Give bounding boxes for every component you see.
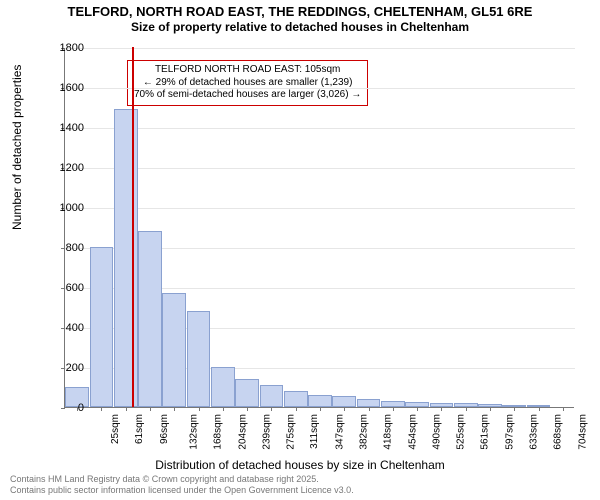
xtick-mark	[393, 407, 394, 411]
xtick-mark	[466, 407, 467, 411]
xtick-mark	[344, 407, 345, 411]
plot-region: TELFORD NORTH ROAD EAST: 105sqm ← 29% of…	[64, 48, 574, 408]
xtick-mark	[223, 407, 224, 411]
x-axis-label: Distribution of detached houses by size …	[0, 458, 600, 472]
xtick-mark	[247, 407, 248, 411]
bar	[357, 399, 381, 407]
xtick-mark	[199, 407, 200, 411]
ytick-label: 1200	[44, 162, 84, 174]
bar	[138, 231, 162, 407]
xtick-label: 275sqm	[286, 414, 297, 450]
annotation-line3: 70% of semi-detached houses are larger (…	[134, 89, 361, 102]
chart-subtitle: Size of property relative to detached ho…	[0, 20, 600, 34]
ytick-label: 200	[44, 362, 84, 374]
property-marker-line	[132, 47, 134, 407]
bar	[332, 396, 356, 407]
grid-line	[65, 208, 575, 209]
bar	[90, 247, 114, 407]
xtick-label: 204sqm	[237, 414, 248, 450]
ytick-label: 1600	[44, 82, 84, 94]
annotation-box: TELFORD NORTH ROAD EAST: 105sqm ← 29% of…	[127, 60, 368, 106]
bar	[260, 385, 284, 407]
grid-line	[65, 88, 575, 89]
bar	[114, 109, 138, 407]
xtick-label: 668sqm	[553, 414, 564, 450]
footer-attribution: Contains HM Land Registry data © Crown c…	[10, 474, 354, 496]
xtick-mark	[296, 407, 297, 411]
y-axis-label: Number of detached properties	[10, 65, 24, 230]
xtick-label: 454sqm	[407, 414, 418, 450]
xtick-label: 525sqm	[456, 414, 467, 450]
xtick-mark	[320, 407, 321, 411]
xtick-label: 132sqm	[189, 414, 200, 450]
xtick-label: 561sqm	[480, 414, 491, 450]
chart-container: TELFORD, NORTH ROAD EAST, THE REDDINGS, …	[0, 0, 600, 500]
xtick-label: 597sqm	[504, 414, 515, 450]
bar	[308, 395, 332, 407]
xtick-label: 311sqm	[309, 414, 320, 449]
ytick-label: 1000	[44, 202, 84, 214]
grid-line	[65, 168, 575, 169]
xtick-mark	[174, 407, 175, 411]
xtick-mark	[441, 407, 442, 411]
xtick-mark	[369, 407, 370, 411]
xtick-mark	[417, 407, 418, 411]
grid-line	[65, 128, 575, 129]
bar	[162, 293, 186, 407]
ytick-label: 600	[44, 282, 84, 294]
bar	[211, 367, 235, 407]
footer-line1: Contains HM Land Registry data © Crown c…	[10, 474, 354, 485]
ytick-label: 400	[44, 322, 84, 334]
ytick-label: 0	[44, 402, 84, 414]
xtick-mark	[563, 407, 564, 411]
xtick-mark	[514, 407, 515, 411]
ytick-label: 1400	[44, 122, 84, 134]
xtick-label: 704sqm	[577, 414, 588, 450]
chart-title: TELFORD, NORTH ROAD EAST, THE REDDINGS, …	[0, 4, 600, 20]
annotation-line1: TELFORD NORTH ROAD EAST: 105sqm	[134, 64, 361, 77]
xtick-mark	[490, 407, 491, 411]
ytick-label: 1800	[44, 42, 84, 54]
xtick-label: 418sqm	[383, 414, 394, 450]
xtick-label: 347sqm	[334, 414, 345, 450]
bar	[187, 311, 211, 407]
xtick-mark	[101, 407, 102, 411]
xtick-mark	[539, 407, 540, 411]
xtick-label: 239sqm	[261, 414, 272, 450]
xtick-label: 633sqm	[529, 414, 540, 450]
xtick-label: 25sqm	[110, 414, 121, 444]
xtick-mark	[150, 407, 151, 411]
xtick-mark	[271, 407, 272, 411]
bar	[235, 379, 259, 407]
xtick-label: 168sqm	[213, 414, 224, 450]
footer-line2: Contains public sector information licen…	[10, 485, 354, 496]
bar	[284, 391, 308, 407]
grid-line	[65, 48, 575, 49]
ytick-label: 800	[44, 242, 84, 254]
xtick-label: 96sqm	[159, 414, 170, 444]
xtick-label: 490sqm	[431, 414, 442, 450]
xtick-mark	[126, 407, 127, 411]
xtick-label: 382sqm	[359, 414, 370, 450]
title-block: TELFORD, NORTH ROAD EAST, THE REDDINGS, …	[0, 0, 600, 34]
chart-area: TELFORD NORTH ROAD EAST: 105sqm ← 29% of…	[64, 48, 574, 408]
xtick-label: 61sqm	[134, 414, 145, 444]
